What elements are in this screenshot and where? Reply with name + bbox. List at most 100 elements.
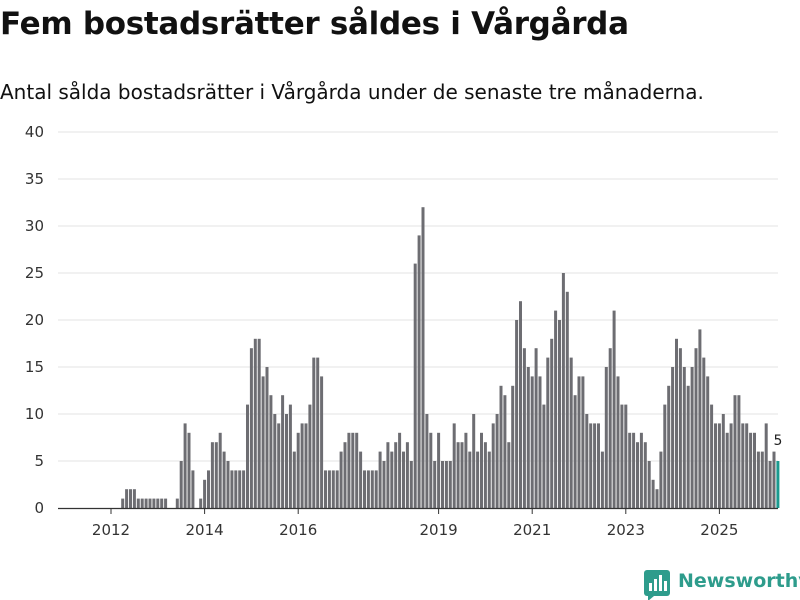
bar xyxy=(308,404,312,508)
bar xyxy=(265,367,269,508)
y-tick-label: 30 xyxy=(25,217,44,235)
bar xyxy=(429,432,433,508)
bar xyxy=(261,376,265,508)
bar xyxy=(222,451,226,508)
bar xyxy=(218,432,222,508)
bar xyxy=(199,498,203,508)
bar xyxy=(300,423,304,508)
bar xyxy=(756,451,760,508)
bar xyxy=(355,432,359,508)
bar xyxy=(612,310,616,508)
bar xyxy=(714,423,717,508)
bar xyxy=(277,423,281,508)
bar xyxy=(515,320,519,508)
bar xyxy=(448,461,452,508)
x-tick-label: 2021 xyxy=(513,521,551,539)
bar xyxy=(191,470,195,508)
bar xyxy=(230,470,234,508)
bar xyxy=(729,423,733,508)
bar xyxy=(452,423,456,508)
bar xyxy=(550,338,554,508)
bars xyxy=(121,207,780,508)
y-tick-label: 0 xyxy=(34,499,44,517)
bar xyxy=(121,498,125,508)
bar xyxy=(581,376,585,508)
bar xyxy=(733,395,737,508)
bar xyxy=(351,432,355,508)
bar xyxy=(402,451,405,508)
bar xyxy=(628,432,632,508)
bar xyxy=(413,263,417,508)
bar xyxy=(316,357,320,508)
bar xyxy=(382,461,386,508)
bar xyxy=(398,432,402,508)
bar xyxy=(546,357,550,508)
bar xyxy=(472,414,476,508)
bar xyxy=(203,479,207,508)
bar xyxy=(257,338,261,508)
bar xyxy=(378,451,382,508)
bar xyxy=(503,395,507,508)
y-tick-label: 35 xyxy=(25,170,44,188)
bar xyxy=(604,367,608,508)
bar xyxy=(491,423,495,508)
bar xyxy=(179,461,183,508)
bar xyxy=(651,479,655,508)
bar xyxy=(425,414,429,508)
bar xyxy=(690,367,694,508)
bar xyxy=(343,442,347,508)
bar xyxy=(772,451,776,508)
bar xyxy=(616,376,620,508)
x-tick-label: 2023 xyxy=(607,521,645,539)
bar xyxy=(499,385,503,508)
newsworthy-logo-icon xyxy=(644,570,670,600)
bar xyxy=(409,461,413,508)
bar xyxy=(717,423,721,508)
bar xyxy=(187,432,191,508)
bar xyxy=(569,357,573,508)
y-tick-label: 25 xyxy=(25,264,44,282)
bar xyxy=(152,498,156,508)
bar xyxy=(417,235,421,508)
bar xyxy=(214,442,218,508)
x-tick-label: 2012 xyxy=(92,521,130,539)
bar xyxy=(511,385,515,508)
bar xyxy=(421,207,425,508)
bar xyxy=(507,442,511,508)
bar xyxy=(624,404,628,508)
bar xyxy=(125,489,129,508)
bar xyxy=(608,348,612,508)
bar xyxy=(132,489,136,508)
bar xyxy=(468,451,472,508)
bar xyxy=(234,470,238,508)
bar xyxy=(577,376,581,508)
bar xyxy=(561,273,565,508)
bar xyxy=(285,414,288,508)
bar xyxy=(534,348,538,508)
bar xyxy=(207,470,210,508)
bar xyxy=(702,357,706,508)
bar xyxy=(437,432,441,508)
bar xyxy=(530,376,534,508)
bar xyxy=(324,470,327,508)
bar xyxy=(160,498,164,508)
bar xyxy=(764,423,768,508)
bar xyxy=(480,432,483,508)
x-tick-label: 2014 xyxy=(186,521,224,539)
bar xyxy=(593,423,597,508)
bar xyxy=(140,498,144,508)
bar xyxy=(597,423,600,508)
bar xyxy=(554,310,558,508)
bar xyxy=(327,470,331,508)
bar xyxy=(694,348,698,508)
bar xyxy=(320,376,324,508)
bar xyxy=(339,451,343,508)
bar xyxy=(647,461,651,508)
bar xyxy=(273,414,277,508)
bar xyxy=(269,395,273,508)
y-tick-label: 5 xyxy=(34,452,44,470)
x-tick-label: 2025 xyxy=(700,521,738,539)
bar xyxy=(464,432,468,508)
bar xyxy=(296,432,300,508)
